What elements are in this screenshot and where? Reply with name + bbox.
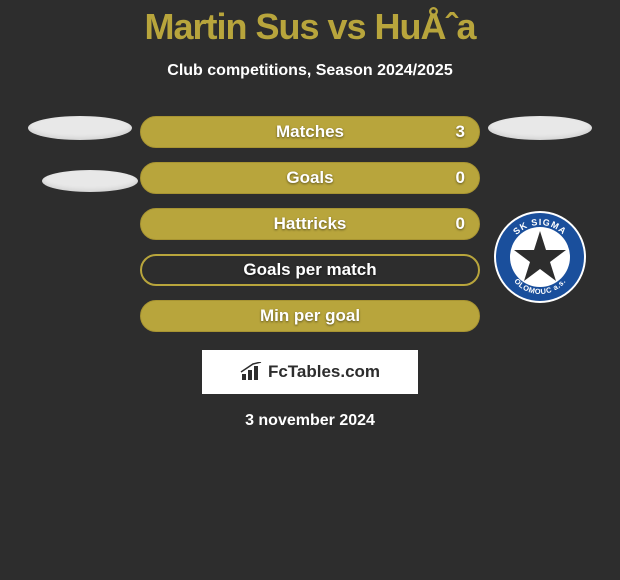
- stat-label: Goals per match: [243, 260, 376, 280]
- brand-inner: FcTables.com: [240, 362, 380, 382]
- left-side-column: [20, 116, 140, 222]
- club-badge: SK SIGMA OLOMOUC a.s.: [490, 210, 590, 304]
- stat-bar-hattricks: Hattricks 0: [140, 208, 480, 240]
- page-container: Martin Sus vs HuÅˆa Club competitions, S…: [0, 0, 620, 430]
- stat-label: Goals: [286, 168, 333, 188]
- stat-value: 3: [456, 122, 465, 142]
- footer-date: 3 november 2024: [245, 412, 375, 430]
- main-row: Matches 3 Goals 0 Hattricks 0 Goals per …: [0, 116, 620, 332]
- stat-value: 0: [456, 214, 465, 234]
- left-placeholder-2: [42, 170, 138, 192]
- page-subtitle: Club competitions, Season 2024/2025: [167, 62, 452, 80]
- stat-label: Matches: [276, 122, 344, 142]
- page-title: Martin Sus vs HuÅˆa: [144, 6, 475, 48]
- brand-chart-icon: [240, 362, 264, 382]
- left-placeholder-1: [28, 116, 132, 140]
- brand-box: FcTables.com: [202, 350, 418, 394]
- right-placeholder-1: [488, 116, 592, 140]
- brand-text: FcTables.com: [268, 362, 380, 382]
- stat-bar-goals: Goals 0: [140, 162, 480, 194]
- stat-label: Hattricks: [274, 214, 347, 234]
- stat-bar-matches: Matches 3: [140, 116, 480, 148]
- stat-bar-goals-per-match: Goals per match: [140, 254, 480, 286]
- stat-value: 0: [456, 168, 465, 188]
- right-side-column: SK SIGMA OLOMOUC a.s.: [480, 116, 600, 304]
- stat-label: Min per goal: [260, 306, 360, 326]
- stat-bar-min-per-goal: Min per goal: [140, 300, 480, 332]
- stat-bars-column: Matches 3 Goals 0 Hattricks 0 Goals per …: [140, 116, 480, 332]
